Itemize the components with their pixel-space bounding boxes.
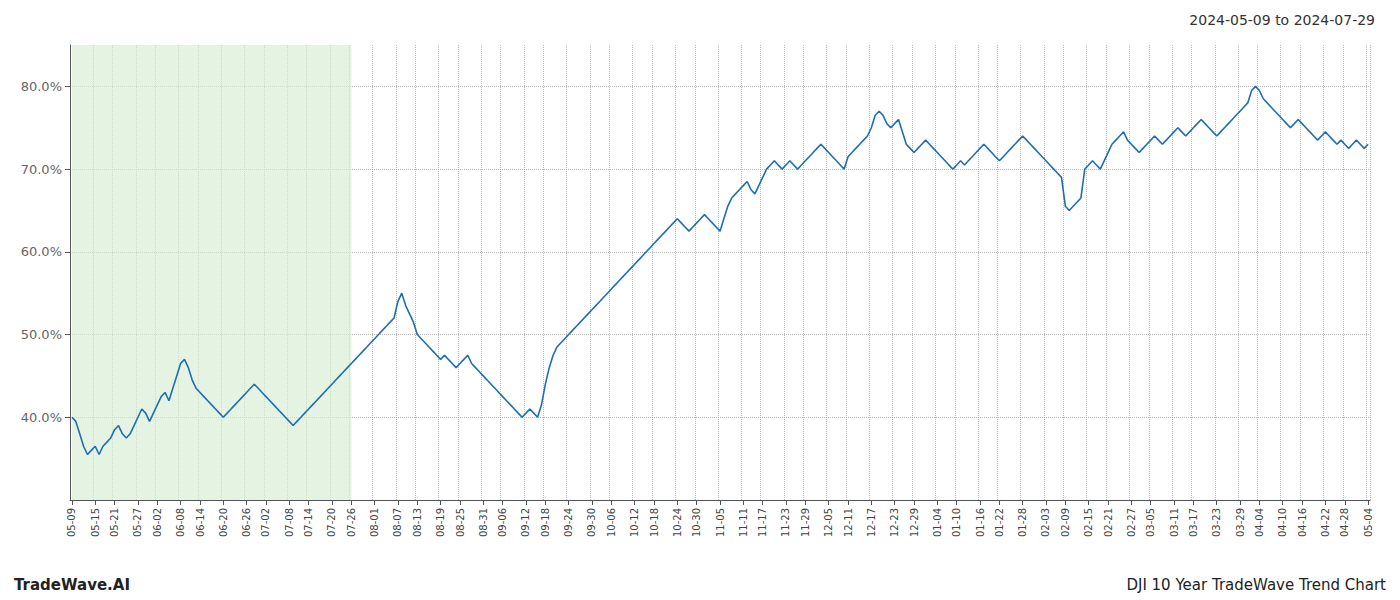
svg-text:09-06: 09-06 — [497, 508, 508, 537]
svg-text:05-21: 05-21 — [109, 508, 120, 537]
svg-text:11-05: 11-05 — [715, 508, 726, 537]
svg-text:02-09: 02-09 — [1060, 508, 1071, 537]
svg-text:10-06: 10-06 — [606, 508, 617, 537]
svg-text:08-25: 08-25 — [455, 508, 466, 537]
svg-text:05-09: 05-09 — [66, 508, 77, 537]
svg-text:07-20: 07-20 — [326, 508, 337, 537]
svg-text:08-01: 08-01 — [369, 508, 380, 537]
svg-text:03-05: 03-05 — [1145, 508, 1156, 537]
svg-text:08-07: 08-07 — [392, 508, 403, 537]
svg-text:10-18: 10-18 — [649, 508, 660, 537]
svg-text:60.0%: 60.0% — [21, 244, 62, 259]
svg-text:07-02: 07-02 — [260, 508, 271, 537]
svg-text:06-26: 06-26 — [241, 508, 252, 537]
svg-text:80.0%: 80.0% — [21, 79, 62, 94]
svg-text:04-16: 04-16 — [1297, 508, 1308, 537]
svg-text:09-12: 09-12 — [520, 508, 531, 537]
svg-text:06-02: 06-02 — [152, 508, 163, 537]
svg-text:03-11: 03-11 — [1169, 508, 1180, 537]
svg-text:10-24: 10-24 — [672, 508, 683, 537]
svg-text:11-23: 11-23 — [780, 508, 791, 537]
svg-text:12-17: 12-17 — [866, 508, 877, 537]
svg-text:04-10: 04-10 — [1277, 508, 1288, 537]
svg-text:40.0%: 40.0% — [21, 410, 62, 425]
svg-text:09-24: 09-24 — [563, 508, 574, 537]
svg-text:02-21: 02-21 — [1103, 508, 1114, 537]
svg-text:01-22: 01-22 — [994, 508, 1005, 537]
svg-text:02-15: 02-15 — [1083, 508, 1094, 537]
svg-text:07-26: 07-26 — [346, 508, 357, 537]
svg-text:04-22: 04-22 — [1320, 508, 1331, 537]
svg-text:10-12: 10-12 — [629, 508, 640, 537]
svg-text:09-18: 09-18 — [540, 508, 551, 537]
svg-text:08-19: 08-19 — [435, 508, 446, 537]
svg-text:70.0%: 70.0% — [21, 162, 62, 177]
svg-text:08-13: 08-13 — [412, 508, 423, 537]
svg-text:01-16: 01-16 — [975, 508, 986, 537]
svg-text:12-23: 12-23 — [889, 508, 900, 537]
svg-text:DJI 10 Year TradeWave Trend Ch: DJI 10 Year TradeWave Trend Chart — [1126, 576, 1386, 594]
svg-text:12-05: 12-05 — [823, 508, 834, 537]
svg-text:06-20: 06-20 — [218, 508, 229, 537]
svg-text:06-14: 06-14 — [195, 508, 206, 537]
svg-text:07-08: 07-08 — [284, 508, 295, 537]
svg-text:03-23: 03-23 — [1211, 508, 1222, 537]
svg-text:04-28: 04-28 — [1339, 508, 1350, 537]
svg-text:04-04: 04-04 — [1254, 508, 1265, 537]
svg-text:12-11: 12-11 — [843, 508, 854, 537]
svg-text:03-29: 03-29 — [1235, 508, 1246, 537]
svg-text:01-28: 01-28 — [1017, 508, 1028, 537]
svg-text:02-03: 02-03 — [1040, 508, 1051, 537]
svg-text:11-17: 11-17 — [757, 508, 768, 537]
svg-text:05-15: 05-15 — [90, 508, 101, 537]
svg-text:01-10: 01-10 — [951, 508, 962, 537]
svg-text:11-29: 11-29 — [800, 508, 811, 537]
svg-text:08-31: 08-31 — [478, 508, 489, 537]
svg-text:2024-05-09 to 2024-07-29: 2024-05-09 to 2024-07-29 — [1189, 12, 1375, 28]
svg-text:12-29: 12-29 — [909, 508, 920, 537]
svg-text:50.0%: 50.0% — [21, 327, 62, 342]
svg-text:09-30: 09-30 — [586, 508, 597, 537]
svg-text:TradeWave.AI: TradeWave.AI — [14, 576, 130, 594]
svg-text:03-17: 03-17 — [1188, 508, 1199, 537]
svg-text:05-04: 05-04 — [1363, 508, 1374, 537]
svg-text:07-14: 07-14 — [303, 508, 314, 537]
svg-text:02-27: 02-27 — [1126, 508, 1137, 537]
svg-text:01-04: 01-04 — [932, 508, 943, 537]
svg-text:11-11: 11-11 — [738, 508, 749, 537]
svg-text:06-08: 06-08 — [175, 508, 186, 537]
svg-text:05-27: 05-27 — [132, 508, 143, 537]
svg-text:10-30: 10-30 — [691, 508, 702, 537]
